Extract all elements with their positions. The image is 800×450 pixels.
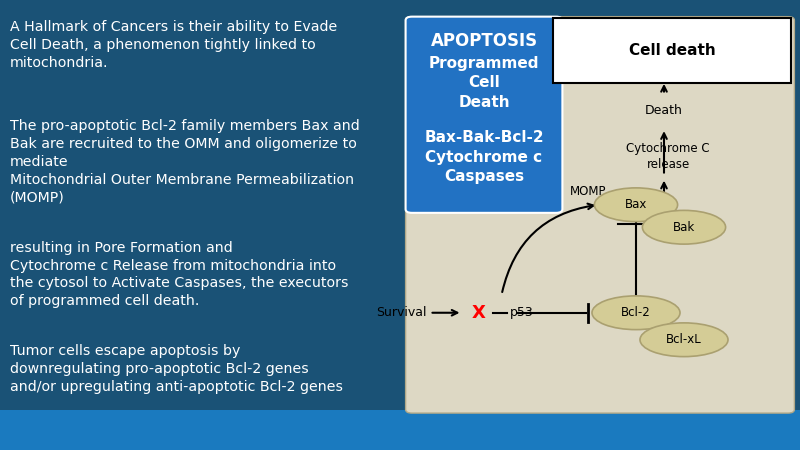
Text: A Hallmark of Cancers is their ability to Evade
Cell Death, a phenomenon tightly: A Hallmark of Cancers is their ability t… (10, 20, 337, 70)
Text: X: X (471, 304, 486, 322)
Text: MOMP: MOMP (570, 185, 606, 198)
Text: Bak: Bak (673, 221, 695, 234)
Text: Cytochrome C
release: Cytochrome C release (626, 142, 710, 171)
Text: Death: Death (645, 104, 683, 117)
Text: Bax-Bak-Bcl-2
Cytochrome c
Caspases: Bax-Bak-Bcl-2 Cytochrome c Caspases (424, 130, 544, 184)
Ellipse shape (640, 323, 728, 356)
Bar (0, 410, 800, 450)
FancyBboxPatch shape (553, 18, 791, 83)
Text: Bcl-2: Bcl-2 (621, 306, 651, 319)
Text: Programmed
Cell
Death: Programmed Cell Death (429, 56, 539, 110)
Text: The pro-apoptotic Bcl-2 family members Bax and
Bak are recruited to the OMM and : The pro-apoptotic Bcl-2 family members B… (10, 119, 359, 205)
Text: APOPTOSIS: APOPTOSIS (430, 32, 538, 50)
Text: Survival: Survival (376, 306, 426, 319)
Text: Cell death: Cell death (629, 43, 715, 58)
Ellipse shape (594, 188, 678, 221)
FancyBboxPatch shape (406, 17, 562, 213)
FancyBboxPatch shape (406, 17, 794, 413)
Ellipse shape (592, 296, 680, 329)
Text: Bcl-xL: Bcl-xL (666, 333, 702, 346)
Text: p53: p53 (510, 306, 534, 319)
Text: resulting in Pore Formation and
Cytochrome c Release from mitochondria into
the : resulting in Pore Formation and Cytochro… (10, 241, 348, 308)
Ellipse shape (642, 211, 726, 244)
Text: Tumor cells escape apoptosis by
downregulating pro-apoptotic Bcl-2 genes
and/or : Tumor cells escape apoptosis by downregu… (10, 344, 342, 394)
Text: Bax: Bax (625, 198, 647, 211)
